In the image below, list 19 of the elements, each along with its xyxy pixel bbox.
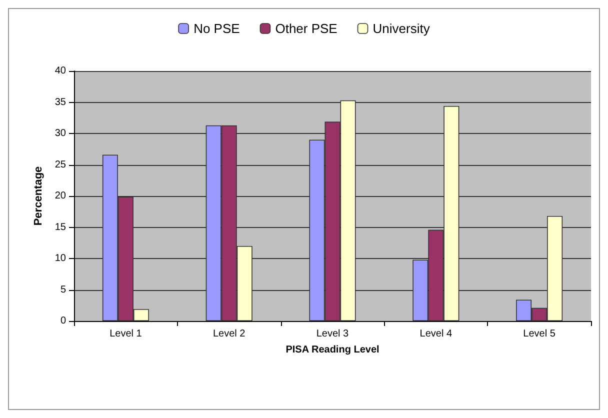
y-tick-label: 20 [54, 190, 66, 202]
y-tick-label: 35 [54, 96, 66, 108]
x-tick-label: Level 3 [316, 328, 350, 340]
y-tick-label: 30 [54, 128, 66, 139]
x-tick-label: Level 2 [212, 328, 246, 340]
x-tick-label: Level 5 [523, 328, 556, 340]
y-tick-label: 25 [54, 159, 66, 170]
y-tick-label: 5 [60, 284, 66, 296]
x-tick-label: Level 1 [110, 328, 142, 340]
y-tick-label: 10 [54, 253, 66, 264]
y-axis-title: Percentage [32, 166, 44, 226]
legend-label: University [372, 21, 430, 36]
legend-label: Other PSE [275, 21, 338, 36]
y-tick-label: 15 [54, 222, 66, 233]
x-axis-title: PISA Reading Level [286, 344, 380, 356]
legend-label: No PSE [194, 21, 240, 36]
y-tick-label: 0 [60, 316, 66, 326]
x-tick-label: Level 4 [420, 328, 452, 340]
y-tick-label: 40 [54, 66, 66, 76]
